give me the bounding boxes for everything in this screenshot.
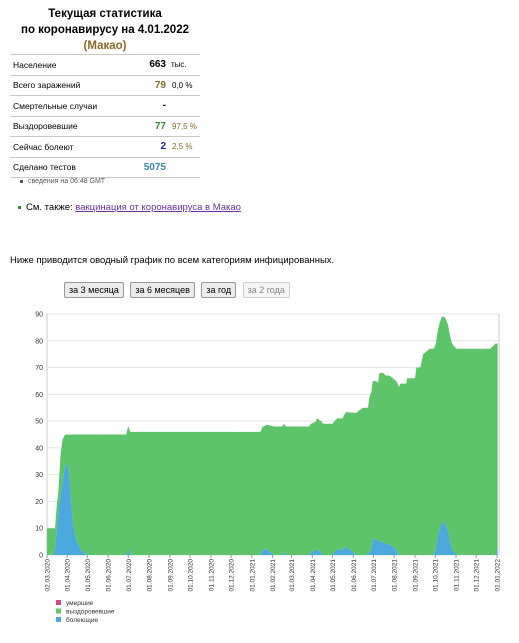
x-tick-label: 01.03.2021 (289, 559, 296, 592)
range-6-months-button[interactable]: за 6 месяцев (130, 282, 195, 298)
range-year-button[interactable]: за год (201, 282, 237, 298)
stats-extra: тыс. (169, 54, 200, 76)
legend-label: умершие (66, 600, 94, 607)
stats-label: Всего заражений (10, 75, 111, 96)
stats-row: Всего заражений 79 0,0 % (10, 75, 200, 96)
stats-value: 663 (111, 54, 169, 76)
stats-header: Текущая статистика по коронавирусу на 4.… (10, 6, 200, 54)
x-tick-label: 01.09.2021 (413, 559, 420, 592)
x-tick-label: 01.11.2021 (454, 559, 461, 591)
x-tick-label: 01.12.2021 (474, 559, 481, 592)
legend-swatch (56, 600, 61, 605)
y-tick-label: 50 (35, 419, 43, 426)
x-tick-label: 01.06.2021 (351, 559, 358, 592)
vaccination-link[interactable]: вакцинация от коронавируса в Макао (75, 202, 241, 213)
x-tick-label: 01.01.2021 (249, 559, 256, 592)
stats-extra (169, 157, 200, 178)
bullet-icon (18, 205, 21, 209)
x-tick-label: 01.10.2021 (433, 559, 440, 592)
legend-label: болеющие (66, 616, 98, 624)
y-tick-label: 40 (35, 445, 43, 452)
legend-label: выздоровевшие (66, 609, 115, 616)
y-tick-label: 30 (35, 472, 43, 479)
range-buttons: за 3 месяца за 6 месяцев за год за 2 год… (64, 280, 292, 298)
x-tick-label: 01.06.2020 (106, 559, 113, 592)
range-3-months-button[interactable]: за 3 месяца (64, 282, 124, 298)
see-also-prefix: См. также: (26, 202, 73, 213)
bullet-icon (20, 179, 23, 183)
y-tick-label: 70 (35, 365, 43, 372)
y-tick-label: 60 (35, 392, 43, 399)
x-tick-label: 02.03.2020 (45, 559, 52, 592)
stats-label: Смертельные случаи (10, 95, 111, 117)
legend-swatch (56, 617, 61, 622)
x-tick-label: 01.01.2022 (494, 559, 501, 592)
legend-swatch (56, 608, 61, 614)
y-tick-label: 20 (35, 499, 43, 506)
stats-extra: 97,5 % (169, 116, 200, 137)
see-also: См. также: вакцинация от коронавируса в … (18, 202, 241, 213)
x-tick-label: 01.10.2020 (188, 559, 195, 592)
range-2-years-button: за 2 года (242, 282, 290, 298)
x-tick-label: 01.08.2021 (392, 559, 399, 592)
update-note: сведения на 06:48 GMT (20, 178, 105, 185)
stats-value: 79 (111, 75, 169, 96)
stats-label: Сейчас болеют (10, 136, 111, 158)
x-tick-label: 01.12.2020 (229, 559, 236, 592)
header-date: по коронавирусу на 4.01.2022 (21, 24, 189, 36)
stats-extra: 0,0 % (169, 75, 200, 96)
stats-row: Смертельные случаи - (10, 95, 200, 117)
stats-value: - (111, 95, 169, 117)
recovered-area (47, 316, 498, 555)
chart-intro: Ниже приводится оводный график по всем к… (10, 255, 335, 266)
x-tick-label: 01.07.2020 (126, 559, 133, 592)
stats-extra: 2,5 % (169, 136, 200, 158)
stats-row: Выздоровевшие 77 97,5 % (10, 116, 200, 137)
y-tick-label: 10 (35, 526, 43, 533)
x-tick-label: 01.04.2021 (310, 559, 317, 592)
x-tick-label: 01.08.2020 (147, 559, 154, 592)
stats-value: 5075 (111, 157, 169, 178)
update-note-text: сведения на 06:48 GMT (28, 178, 106, 185)
y-tick-label: 90 (35, 312, 43, 319)
x-tick-label: 01.07.2021 (371, 559, 378, 592)
header-region: (Макао) (83, 40, 127, 52)
header-title: Текущая статистика (48, 8, 162, 20)
stats-extra (169, 95, 200, 117)
covid-chart: 0 10 20 30 40 50 60 70 80 90 02.03.2020 01.04.2020 0… (35, 312, 501, 625)
x-tick-label: 01.04.2020 (65, 559, 72, 592)
x-tick-label: 01.02.2021 (270, 559, 277, 592)
x-tick-label: 01.05.2021 (330, 559, 337, 592)
y-tick-label: 0 (39, 553, 43, 560)
x-tick-label: 01.11.2020 (208, 559, 215, 591)
stats-value: 77 (111, 116, 169, 137)
stats-label: Выздоровевшие (10, 116, 111, 137)
stats-label: Сделано тестов (10, 157, 111, 178)
stats-row: Сделано тестов 5075 (10, 157, 200, 178)
stats-value: 2 (111, 136, 169, 158)
x-tick-label: 01.05.2020 (85, 559, 92, 592)
stats-row: Население 663 тыс. (10, 54, 200, 76)
stats-label: Население (10, 54, 111, 76)
x-tick-label: 01.09.2020 (167, 559, 174, 592)
stats-table: Население 663 тыс. Всего заражений 79 0,0 % См… (10, 54, 200, 178)
y-tick-label: 80 (35, 338, 43, 345)
stats-row: Сейчас болеют 2 2,5 % (10, 136, 200, 158)
